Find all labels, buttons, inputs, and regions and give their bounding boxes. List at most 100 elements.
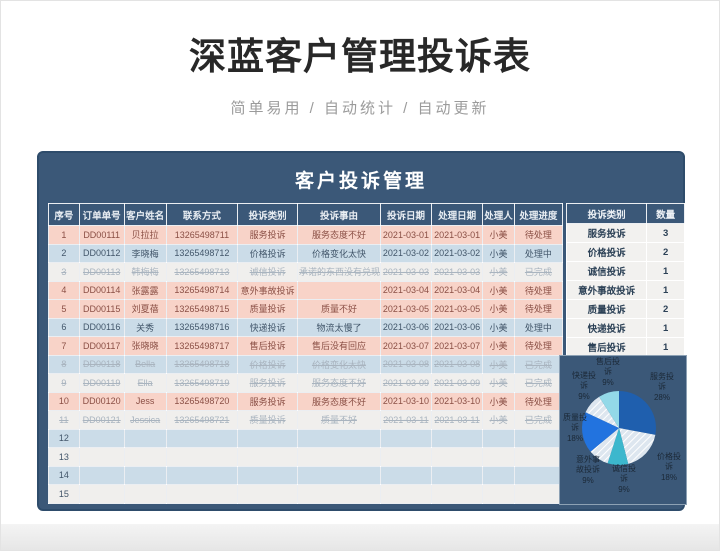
cell-name[interactable]: 关秀 [123, 317, 167, 337]
cell-status[interactable]: 待处理 [513, 299, 564, 319]
cell-order[interactable]: DD00112 [78, 243, 125, 263]
cell-status[interactable]: 已完成 [513, 354, 564, 374]
cell-handler[interactable]: 小美 [482, 225, 515, 245]
cell-reason[interactable]: 质量不好 [297, 410, 381, 430]
cell-handler[interactable]: 小美 [482, 243, 515, 263]
cell-handler[interactable]: 小美 [482, 391, 515, 411]
cell-order[interactable] [78, 465, 125, 485]
cell-date[interactable] [379, 447, 433, 467]
cell-order[interactable]: DD00120 [78, 391, 125, 411]
cell-no[interactable]: 9 [48, 373, 80, 393]
cell-name[interactable]: 张露露 [123, 280, 167, 300]
cell-summary-category[interactable]: 快递投诉 [565, 318, 648, 338]
cell-handle_date[interactable] [431, 447, 484, 467]
cell-name[interactable] [123, 465, 167, 485]
cell-reason[interactable]: 服务态度不好 [297, 373, 381, 393]
cell-summary-category[interactable]: 质量投诉 [565, 299, 648, 319]
cell-reason[interactable] [297, 280, 381, 300]
cell-status[interactable]: 待处理 [513, 225, 564, 245]
cell-no[interactable]: 14 [48, 465, 80, 485]
cell-no[interactable]: 7 [48, 336, 80, 356]
cell-category[interactable]: 售后投诉 [237, 336, 299, 356]
cell-reason[interactable] [297, 428, 381, 448]
cell-no[interactable]: 13 [48, 447, 80, 467]
cell-category[interactable]: 服务投诉 [237, 225, 299, 245]
cell-phone[interactable]: 13265498720 [165, 391, 239, 411]
cell-status[interactable]: 待处理 [513, 280, 564, 300]
cell-phone[interactable] [165, 484, 239, 504]
cell-handle_date[interactable]: 2021-03-01 [431, 225, 484, 245]
cell-phone[interactable]: 13265498718 [165, 354, 239, 374]
cell-phone[interactable]: 13265498717 [165, 336, 239, 356]
cell-handle_date[interactable]: 2021-03-05 [431, 299, 484, 319]
cell-status[interactable] [513, 465, 564, 485]
cell-status[interactable] [513, 447, 564, 467]
cell-date[interactable]: 2021-03-10 [379, 391, 433, 411]
cell-no[interactable]: 11 [48, 410, 80, 430]
pie-slice-1[interactable] [619, 391, 656, 435]
cell-order[interactable]: DD00115 [78, 299, 125, 319]
cell-date[interactable]: 2021-03-08 [379, 354, 433, 374]
cell-status[interactable]: 处理中 [513, 317, 564, 337]
cell-category[interactable]: 价格投诉 [237, 243, 299, 263]
cell-name[interactable]: 张晓晓 [123, 336, 167, 356]
cell-order[interactable]: DD00116 [78, 317, 125, 337]
cell-phone[interactable] [165, 447, 239, 467]
cell-reason[interactable]: 质量不好 [297, 299, 381, 319]
cell-reason[interactable]: 服务态度不好 [297, 225, 381, 245]
cell-category[interactable] [237, 447, 299, 467]
cell-phone[interactable] [165, 428, 239, 448]
cell-no[interactable]: 6 [48, 317, 80, 337]
cell-phone[interactable]: 13265498713 [165, 262, 239, 282]
cell-handle_date[interactable]: 2021-03-03 [431, 262, 484, 282]
cell-name[interactable] [123, 447, 167, 467]
cell-phone[interactable]: 13265498712 [165, 243, 239, 263]
cell-handle_date[interactable] [431, 465, 484, 485]
pie-slice-4[interactable] [590, 428, 619, 464]
cell-phone[interactable]: 13265498716 [165, 317, 239, 337]
cell-name[interactable] [123, 428, 167, 448]
cell-category[interactable] [237, 465, 299, 485]
cell-status[interactable] [513, 428, 564, 448]
cell-handle_date[interactable] [431, 484, 484, 504]
cell-no[interactable]: 3 [48, 262, 80, 282]
cell-name[interactable]: 韩梅梅 [123, 262, 167, 282]
cell-status[interactable]: 已完成 [513, 410, 564, 430]
cell-category[interactable]: 诚信投诉 [237, 262, 299, 282]
cell-summary-count[interactable]: 2 [646, 242, 685, 262]
cell-no[interactable]: 15 [48, 484, 80, 504]
cell-handler[interactable] [482, 465, 515, 485]
cell-handle_date[interactable]: 2021-03-09 [431, 373, 484, 393]
cell-phone[interactable]: 13265498721 [165, 410, 239, 430]
cell-summary-count[interactable]: 2 [646, 299, 685, 319]
cell-summary-count[interactable]: 1 [646, 337, 685, 357]
cell-summary-count[interactable]: 1 [646, 261, 685, 281]
cell-handle_date[interactable]: 2021-03-02 [431, 243, 484, 263]
cell-handle_date[interactable]: 2021-03-04 [431, 280, 484, 300]
cell-category[interactable] [237, 428, 299, 448]
cell-date[interactable]: 2021-03-02 [379, 243, 433, 263]
cell-phone[interactable]: 13265498714 [165, 280, 239, 300]
pie-slice-3[interactable] [607, 428, 629, 466]
cell-handler[interactable] [482, 484, 515, 504]
cell-handle_date[interactable]: 2021-03-07 [431, 336, 484, 356]
cell-status[interactable] [513, 484, 564, 504]
cell-handler[interactable] [482, 428, 515, 448]
cell-name[interactable]: Jess [123, 391, 167, 411]
cell-handle_date[interactable]: 2021-03-11 [431, 410, 484, 430]
pie-slice-5[interactable] [582, 412, 619, 452]
cell-summary-category[interactable]: 诚信投诉 [565, 261, 648, 281]
cell-handler[interactable]: 小美 [482, 280, 515, 300]
cell-order[interactable]: DD00117 [78, 336, 125, 356]
cell-reason[interactable] [297, 465, 381, 485]
cell-category[interactable]: 快递投诉 [237, 317, 299, 337]
cell-no[interactable]: 4 [48, 280, 80, 300]
cell-order[interactable]: DD00118 [78, 354, 125, 374]
cell-reason[interactable] [297, 447, 381, 467]
cell-category[interactable]: 意外事故投诉 [237, 280, 299, 300]
cell-no[interactable]: 12 [48, 428, 80, 448]
cell-phone[interactable]: 13265498711 [165, 225, 239, 245]
cell-name[interactable]: Bella [123, 354, 167, 374]
cell-name[interactable]: Jessica [123, 410, 167, 430]
pie-chart-panel[interactable]: 服务投诉 28% 价格投诉 18% 诚信投诉 9% 意外事故投诉 9% 质量投诉 18% 快递投诉 9… [559, 355, 687, 505]
